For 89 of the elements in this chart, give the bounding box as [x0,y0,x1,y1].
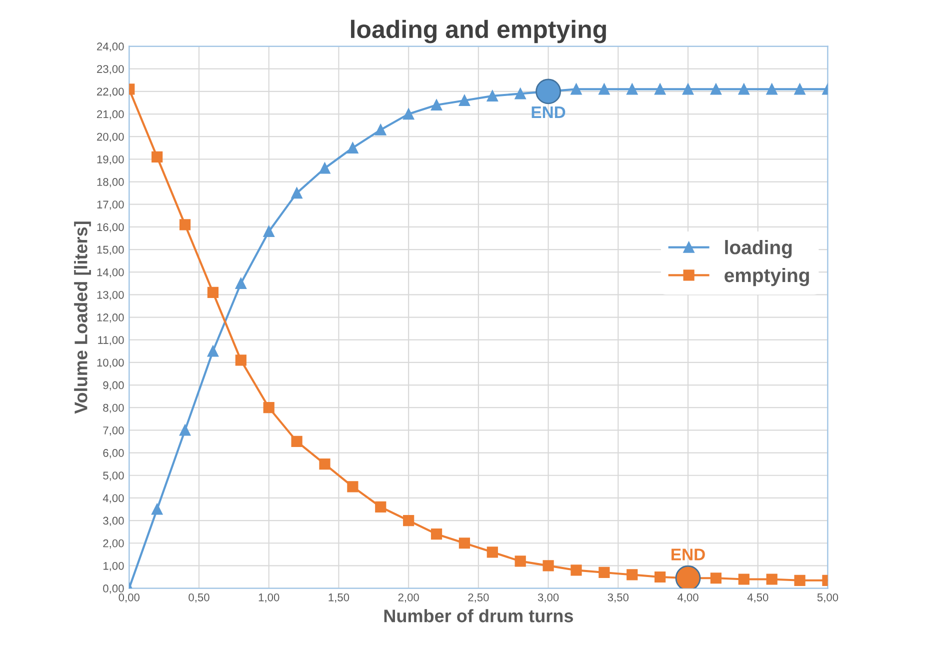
y-tick-label: 5,00 [103,472,124,481]
y-tick-label: 13,00 [97,290,124,300]
point [682,84,694,95]
point [179,424,191,436]
annotation: END [532,106,566,118]
x-tick-label: 0,50 [188,593,210,603]
x-tick-label: 3,50 [608,593,629,603]
point [291,436,302,448]
x-tick-label: 4,00 [677,593,698,603]
y-tick-label: 24,00 [97,42,124,52]
y-tick-label: 12,00 [97,314,124,323]
point [570,564,582,576]
point [766,84,778,95]
point [458,538,470,549]
point [654,84,666,95]
point [291,188,302,199]
x-tick-label: 0,00 [118,593,140,603]
y-tick-label: 17,00 [97,200,124,210]
legend-label: emptying [724,268,809,286]
x-tick-label: 1,50 [328,593,350,603]
point [152,151,163,162]
y-tick-label: 15,00 [97,246,124,255]
point [347,481,358,492]
point [207,346,219,357]
y-tick-label: 8,00 [103,404,124,414]
point [486,90,498,102]
y-tick-label: 22,00 [97,88,124,97]
point [626,569,638,580]
x-tick-label: 3,00 [538,593,559,603]
y-tick-label: 4,00 [102,494,124,504]
x-axis-title: Number of drum turns [384,609,573,622]
point [570,84,582,95]
point [598,84,610,95]
point [514,88,526,100]
x-tick-label: 2,00 [398,593,419,603]
point [738,574,750,585]
point [458,94,470,106]
point [319,458,330,470]
point [738,84,750,95]
y-tick-label: 10,00 [97,358,124,368]
y-tick-label: 14,00 [97,268,124,278]
point [598,566,610,578]
y-tick-label: 1,00 [103,562,124,572]
chart-title: loading and emptying [351,20,606,44]
y-tick-label: 0,00 [103,584,124,594]
y-tick-label: 16,00 [97,223,124,232]
point [486,546,498,558]
point [263,226,274,238]
x-tick-label: 2,50 [468,593,489,603]
x-tick-label: 1,00 [258,593,280,603]
x-tick-label: 4,50 [747,593,768,603]
legend-label: loading [725,240,792,258]
y-tick-label: 21,00 [97,110,124,120]
point [375,501,386,513]
point [347,142,358,154]
y-axis-title: Volume Loaded [liters] [74,222,91,414]
y-tick-label: 7,00 [103,426,124,436]
point [430,528,442,540]
y-tick-label: 11,00 [98,336,124,346]
point [235,354,246,366]
point [179,219,191,230]
x-tick-label: 5,00 [817,593,838,603]
point [207,286,219,298]
y-tick-label: 6,00 [103,449,124,458]
point [430,99,442,111]
y-tick-label: 3,00 [103,516,124,526]
point [626,84,638,95]
point [654,571,666,583]
point [403,108,414,120]
point [710,572,722,584]
y-tick-label: 19,00 [97,155,124,165]
point [542,560,554,572]
y-tick-label: 23,00 [97,65,124,74]
point [152,504,163,515]
annotation: END [672,548,705,560]
point [766,574,778,585]
point [319,162,330,174]
point [263,402,274,414]
point [514,556,526,567]
point [403,514,414,526]
point [794,574,806,586]
point [235,278,246,289]
y-tick-label: 20,00 [97,132,124,142]
y-tick-label: 9,00 [103,381,124,390]
y-tick-label: 2,00 [103,539,124,549]
point [794,84,806,95]
y-tick-label: 18,00 [97,178,124,188]
point [710,84,722,95]
point [375,124,386,136]
